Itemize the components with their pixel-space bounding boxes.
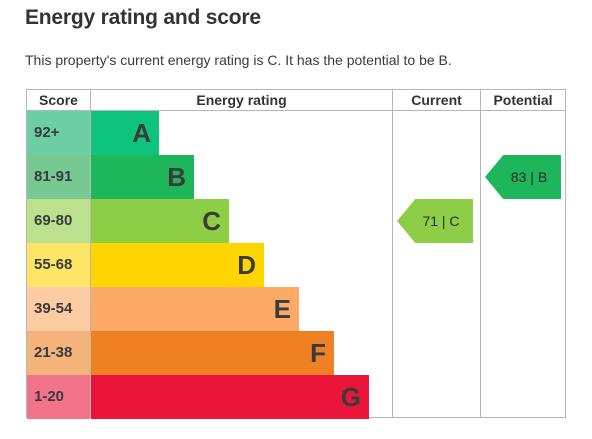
header-score: Score (27, 90, 90, 111)
rating-summary: This property's current energy rating is… (25, 52, 452, 68)
band-letter: E (273, 294, 291, 324)
current-rating-arrow: 71 | C (397, 199, 473, 243)
band-letter: D (237, 250, 256, 280)
band-bar-a: A (91, 111, 159, 155)
column-divider (392, 90, 393, 417)
band-score-range: 69-80 (27, 199, 90, 243)
section-title: Energy rating and score (25, 6, 261, 29)
band-letter: B (167, 162, 186, 192)
band-score-range: 21-38 (27, 331, 90, 375)
band-score-range: 55-68 (27, 243, 90, 287)
potential-rating-arrow: 83 | B (485, 155, 561, 199)
band-score-range: 81-91 (27, 155, 90, 199)
header-energy-rating: Energy rating (91, 90, 392, 111)
band-score-range: 1-20 (27, 375, 90, 419)
band-score-range: 92+ (27, 111, 90, 155)
band-bar-f: F (91, 331, 334, 375)
band-bar-c: C (91, 199, 229, 243)
header-current: Current (393, 90, 480, 111)
band-letter: A (132, 118, 151, 148)
band-score-range: 39-54 (27, 287, 90, 331)
band-letter: F (310, 338, 326, 368)
band-letter: G (340, 382, 361, 412)
column-divider (90, 90, 91, 417)
potential-rating-label: 83 | B (510, 169, 548, 185)
energy-rating-chart: Score Energy rating Current Potential 92… (26, 89, 566, 419)
band-bar-g: G (91, 375, 369, 419)
header-potential: Potential (481, 90, 565, 111)
band-bar-d: D (91, 243, 264, 287)
band-bar-e: E (91, 287, 299, 331)
column-divider (480, 90, 481, 417)
band-bar-b: B (91, 155, 194, 199)
current-rating-label: 71 | C (422, 213, 460, 229)
band-letter: C (202, 206, 221, 236)
